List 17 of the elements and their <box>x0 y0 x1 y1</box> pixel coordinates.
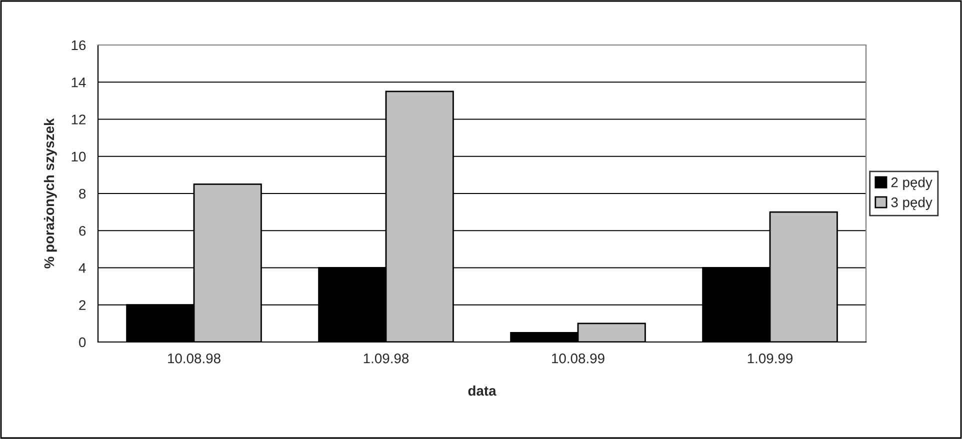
x-tick-label: 1.09.98 <box>364 353 409 364</box>
legend-label: 2 pędy <box>891 177 932 190</box>
x-tick-label: 10.08.99 <box>552 353 604 364</box>
y-tick-label: 0 <box>79 337 86 348</box>
y-tick-label: 10 <box>72 152 86 162</box>
y-tick-label: 16 <box>72 40 86 50</box>
y-tick-label: 4 <box>78 263 86 273</box>
x-tick-label: 10.08.98 <box>168 353 220 364</box>
y-tick-label: 6 <box>79 226 86 236</box>
x-tick-label: 1.09.99 <box>748 353 793 364</box>
x-axis-title: data <box>468 386 496 396</box>
y-tick-label: 2 <box>79 300 86 310</box>
y-tick-label: 8 <box>79 188 86 199</box>
legend-label: 3 pędy <box>891 197 932 210</box>
y-axis-title: % porażonych szyszek <box>44 118 57 268</box>
y-tick-label: 14 <box>72 78 86 88</box>
y-tick-label: 12 <box>72 114 86 124</box>
